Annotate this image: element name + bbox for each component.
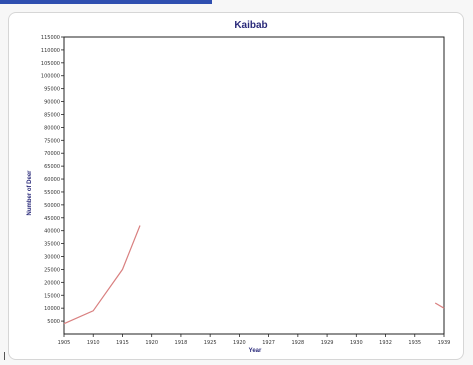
y-tick-label: 60000	[44, 177, 60, 183]
series-lines	[63, 225, 445, 325]
series-line-segment	[63, 225, 141, 325]
x-tick-label: 1920	[145, 340, 158, 346]
y-tick-label: 80000	[44, 125, 60, 131]
x-tick-label: 1910	[87, 340, 100, 346]
chart-svg: Kaibab 1905 1910 1915 1920 1918 1925 1920 1927 1…	[27, 20, 450, 354]
y-tick-label: 5000	[47, 319, 60, 325]
y-tick-label: 15000	[44, 293, 60, 299]
x-tick-label: 1932	[379, 340, 392, 346]
y-tick-label: 55000	[44, 190, 60, 196]
y-tick-label: 110000	[41, 48, 60, 54]
y-tick-label: 40000	[44, 229, 60, 235]
series-line-segment	[434, 302, 445, 309]
chart-card: Kaibab 1905 1910 1915 1920 1918 1925 1920 1927 1…	[8, 12, 464, 360]
y-tick-label: 30000	[44, 255, 60, 261]
y-tick-label: 20000	[44, 280, 60, 286]
x-tick-label: 1920	[233, 340, 246, 346]
x-tick-label: 1930	[350, 340, 363, 346]
y-tick-label: 85000	[44, 112, 60, 118]
y-tick-label: 25000	[44, 267, 60, 273]
x-tick-label: 1925	[204, 340, 217, 346]
x-tick-label: 1905	[58, 340, 71, 346]
y-tick-label: 35000	[44, 242, 60, 248]
y-tick-label: 10000	[44, 306, 60, 312]
y-tick-label: 70000	[44, 151, 60, 157]
chart-title: Kaibab	[234, 20, 267, 31]
x-tick-label: 1928	[291, 340, 304, 346]
x-tick-label: 1939	[438, 340, 451, 346]
x-tick-label: 1929	[321, 340, 334, 346]
cursor-mark	[4, 352, 5, 360]
y-tick-label: 90000	[44, 100, 60, 106]
y-tick-label: 65000	[44, 164, 60, 170]
x-tick-label: 1915	[116, 340, 129, 346]
y-tick-label: 50000	[44, 203, 60, 209]
plot-area	[63, 36, 445, 335]
x-tick-label: 1935	[408, 340, 421, 346]
x-tick-label: 1927	[262, 340, 275, 346]
x-axis-label: Year	[249, 348, 262, 354]
top-accent-rule	[0, 0, 212, 4]
y-tick-label: 45000	[44, 216, 60, 222]
y-axis-label: Number of Deer	[27, 170, 33, 216]
y-tick-label: 75000	[44, 138, 60, 144]
y-tick-label: 100000	[41, 74, 60, 80]
y-tick-label: 105000	[41, 61, 60, 67]
axis-ticks: 1905 1910 1915 1920 1918 1925 1920 1927 1928 1929…	[41, 35, 450, 346]
y-tick-label: 115000	[41, 35, 60, 41]
x-tick-label: 1918	[175, 340, 188, 346]
y-tick-label: 95000	[44, 87, 60, 93]
